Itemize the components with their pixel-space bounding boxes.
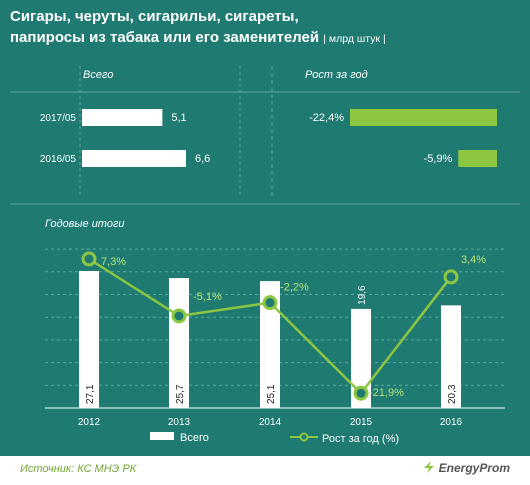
yearly-bar (441, 305, 461, 408)
growth-point-label: -2,2% (280, 282, 309, 294)
title-line-1: Сигары, черуты, сигарильи, сигареты, (10, 8, 299, 25)
legend-bar-swatch (150, 432, 174, 440)
yearly-bar-label: 19,6 (357, 285, 368, 305)
yearly-bar-label: 25,7 (175, 384, 186, 404)
growth-point-label: 3,4% (461, 254, 486, 266)
growth-point (171, 308, 187, 324)
legend-line-swatch (290, 432, 318, 442)
yearly-bar (351, 308, 371, 408)
growth-value-label: -5,9% (424, 153, 453, 165)
brand-name: EnergyProm (438, 461, 510, 475)
footer: Источник: КС МНЭ РК EnergyProm (0, 456, 530, 485)
growth-point (443, 269, 459, 285)
growth-point (353, 385, 369, 401)
total-bar (82, 150, 186, 167)
legend-total: Всего (150, 432, 209, 444)
growth-point-label: -5,1% (193, 291, 222, 303)
source-note: Источник: КС МНЭ РК (20, 463, 137, 475)
chart-title: Сигары, черуты, сигарильи, сигареты, пап… (10, 6, 480, 50)
yearly-bar (79, 271, 99, 408)
total-category-label: 2016/05 (40, 154, 77, 165)
growth-point-label: -21,9% (369, 387, 404, 399)
panel-title-total: Всего (83, 69, 114, 81)
brand-logo: EnergyProm (422, 461, 510, 475)
legend-growth-label: Рост за год (%) (322, 433, 400, 445)
yearly-bar-label: 25,1 (266, 384, 277, 404)
panel-title-growth: Рост за год (305, 69, 368, 81)
yearly-bar (260, 281, 280, 408)
growth-point (81, 251, 97, 267)
x-tick-label: 2014 (259, 417, 282, 428)
growth-point (262, 295, 278, 311)
total-category-label: 2017/05 (40, 113, 77, 124)
total-value-label: 5,1 (171, 112, 186, 124)
growth-point-label: 7,3% (101, 256, 126, 268)
bolt-icon (423, 461, 434, 473)
growth-value-label: -22,4% (309, 112, 344, 124)
yearly-bar-label: 20,3 (447, 384, 458, 404)
total-value-label: 6,6 (195, 153, 210, 165)
x-tick-label: 2013 (168, 417, 191, 428)
yearly-bar-label: 27,1 (85, 384, 96, 404)
yearly-chart: 27,1 2012 25,7 2013 25,1 2014 19,6 2015 20,3 2016… (45, 248, 505, 428)
unit-label: | млрд штук | (323, 33, 386, 45)
legend-total-label: Всего (180, 432, 209, 444)
legend-growth: Рост за год (%) (290, 432, 399, 445)
growth-bar (350, 109, 497, 126)
growth-bar (458, 150, 497, 167)
panel-title-yearly: Годовые итоги (45, 218, 125, 230)
x-tick-label: 2016 (440, 417, 463, 428)
title-line-2: папиросы из табака или его заменителей (10, 29, 320, 46)
summary-charts: 2017/05 5,1 2016/05 6,6 -22,4% -5,9% (10, 66, 520, 205)
x-tick-label: 2015 (350, 417, 373, 428)
total-bar (82, 109, 163, 126)
x-tick-label: 2012 (78, 417, 101, 428)
